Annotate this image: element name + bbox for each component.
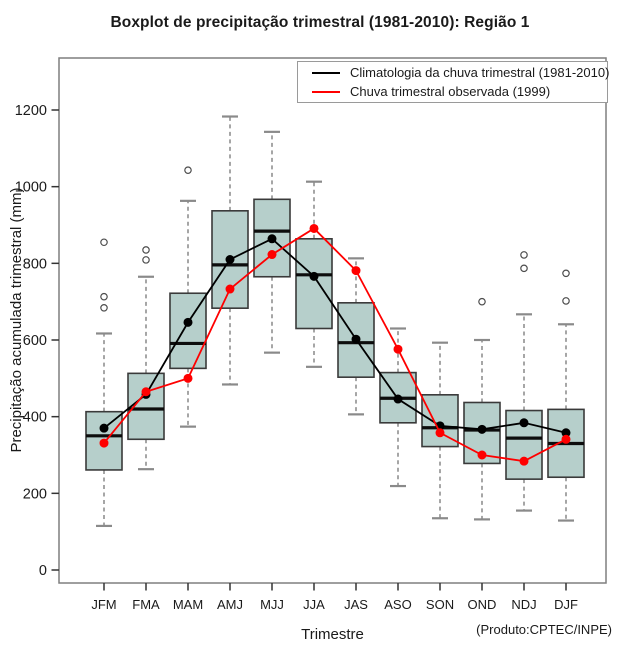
x-axis-title: Trimestre (301, 626, 364, 643)
iqr-box (295, 238, 333, 330)
legend-box: Climatologia da chuva trimestral (1981-2… (297, 61, 610, 103)
boxplot-JFM (85, 238, 123, 528)
x-tick-label-JJA: JJA (303, 597, 325, 612)
x-tick-label-DJF: DJF (554, 597, 578, 612)
observed-point-DJF (561, 434, 571, 444)
plot-border (58, 57, 607, 584)
boxplot-OND (463, 297, 501, 521)
climatology-point-JFM (99, 423, 109, 433)
legend-row-observed: Chuva trimestral observada (1999) (298, 83, 607, 100)
x-axis: JFM FMA MAM AMJ MJJ JJA JAS ASO SON OND NDJ DJF (91, 583, 578, 612)
climatology-point-JAS (351, 334, 361, 344)
x-tick-label-JAS: JAS (344, 597, 368, 612)
outlier-point (100, 292, 108, 301)
x-tick-label-JFM: JFM (91, 597, 116, 612)
x-tick-label-FMA: FMA (132, 597, 160, 612)
chart-title: Boxplot de precipitação trimestral (1981… (110, 14, 530, 31)
boxplot-DJF (547, 269, 585, 522)
observed-point-SON (435, 428, 445, 438)
legend-label-climatology: Climatologia da chuva trimestral (1981-2… (350, 65, 610, 80)
y-axis: 0 200 400 600 800 1000 1200 (15, 103, 59, 579)
outlier-point (184, 166, 192, 174)
x-tick-label-MAM: MAM (173, 597, 203, 612)
y-tick-label-0: 0 (39, 563, 47, 579)
x-tick-label-MJJ: MJJ (260, 597, 284, 612)
climatology-point-ASO (393, 394, 403, 404)
x-tick-label-ASO: ASO (384, 597, 411, 612)
boxplot-AMJ (211, 115, 249, 386)
credit-text: (Produto:CPTEC/INPE) (476, 622, 612, 637)
boxplot-MAM (169, 166, 207, 428)
observed-point-JJA (309, 223, 319, 233)
outlier-point (562, 269, 570, 278)
observed-line (103, 227, 567, 463)
y-tick-label-200: 200 (23, 486, 47, 502)
climatology-point-AMJ (225, 255, 235, 264)
y-tick-label-1000: 1000 (15, 180, 47, 196)
climatology-point-MJJ (267, 234, 277, 244)
outlier-point (100, 238, 108, 247)
outlier-point (100, 303, 108, 312)
boxplot-JJA (295, 180, 333, 368)
outlier-point (142, 256, 150, 264)
outlier-point (520, 251, 528, 259)
outlier-point (562, 297, 570, 305)
observed-point-JAS (351, 266, 361, 276)
climatology-point-NDJ (519, 418, 529, 428)
observed-point-MAM (183, 373, 193, 383)
observed-point-ASO (393, 344, 403, 354)
boxplot-SON (421, 341, 459, 520)
y-axis-title: Precipitação acumulada trimestral (mm) (8, 187, 25, 453)
outlier-point (520, 264, 528, 273)
outlier-point (142, 246, 150, 254)
observed-point-JFM (99, 438, 109, 448)
y-tick-label-600: 600 (23, 333, 47, 349)
climatology-point-JJA (309, 271, 319, 281)
x-tick-label-NDJ: NDJ (511, 597, 536, 612)
legend-row-climatology: Climatologia da chuva trimestral (1981-2… (298, 64, 610, 81)
observed-point-MJJ (267, 250, 277, 260)
x-tick-label-SON: SON (426, 597, 454, 612)
climatology-line (103, 237, 567, 434)
y-tick-label-800: 800 (23, 256, 47, 272)
observed-point-FMA (141, 387, 151, 397)
iqr-box (421, 394, 459, 448)
climatology-line-sample (312, 71, 340, 74)
legend-label-observed: Chuva trimestral observada (1999) (350, 84, 551, 99)
observed-point-AMJ (225, 284, 235, 294)
boxplot-FMA (127, 246, 165, 471)
x-tick-label-AMJ: AMJ (217, 597, 243, 612)
observed-point-OND (477, 450, 487, 460)
observed-point-NDJ (519, 456, 529, 466)
x-tick-label-OND: OND (468, 597, 497, 612)
climatology-point-OND (477, 424, 487, 434)
iqr-box (85, 410, 123, 471)
climatology-point-MAM (183, 317, 193, 327)
observed-line-sample (312, 90, 340, 93)
boxplot-NDJ (505, 251, 543, 512)
observed-series (99, 223, 571, 466)
y-tick-label-1200: 1200 (15, 103, 47, 119)
y-tick-label-400: 400 (23, 410, 47, 426)
outlier-point (478, 297, 486, 306)
